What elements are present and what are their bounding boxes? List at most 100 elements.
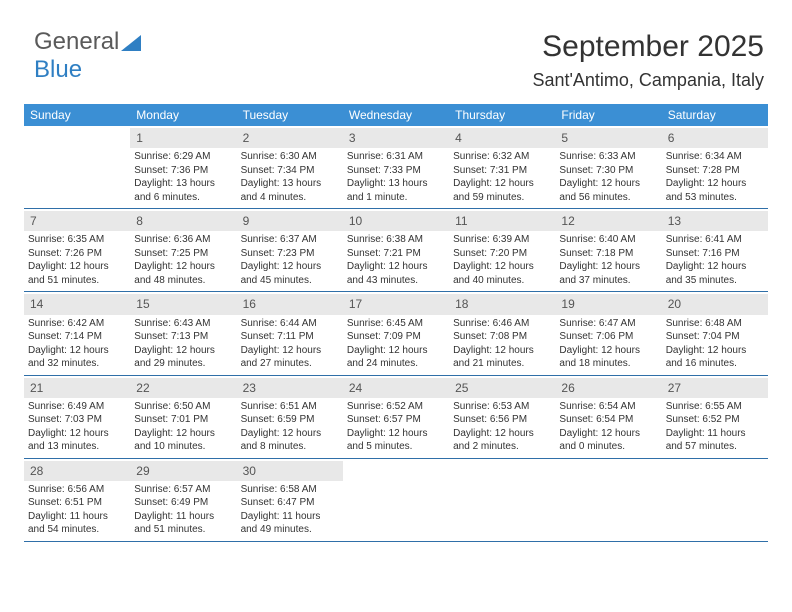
day-details: Sunrise: 6:50 AMSunset: 7:01 PMDaylight:… bbox=[134, 400, 232, 454]
day-cell: 23Sunrise: 6:51 AMSunset: 6:59 PMDayligh… bbox=[237, 376, 343, 458]
day-number: 7 bbox=[24, 211, 130, 231]
day-details: Sunrise: 6:49 AMSunset: 7:03 PMDaylight:… bbox=[28, 400, 126, 454]
day-number: 15 bbox=[130, 294, 236, 314]
day-cell: 8Sunrise: 6:36 AMSunset: 7:25 PMDaylight… bbox=[130, 209, 236, 291]
day-details: Sunrise: 6:37 AMSunset: 7:23 PMDaylight:… bbox=[241, 233, 339, 287]
logo-triangle-icon bbox=[121, 35, 141, 51]
day-details: Sunrise: 6:45 AMSunset: 7:09 PMDaylight:… bbox=[347, 317, 445, 371]
day-cell: 4Sunrise: 6:32 AMSunset: 7:31 PMDaylight… bbox=[449, 126, 555, 208]
day-details: Sunrise: 6:46 AMSunset: 7:08 PMDaylight:… bbox=[453, 317, 551, 371]
day-details: Sunrise: 6:52 AMSunset: 6:57 PMDaylight:… bbox=[347, 400, 445, 454]
day-number: 11 bbox=[449, 211, 555, 231]
day-cell: 26Sunrise: 6:54 AMSunset: 6:54 PMDayligh… bbox=[555, 376, 661, 458]
day-details: Sunrise: 6:56 AMSunset: 6:51 PMDaylight:… bbox=[28, 483, 126, 537]
day-number: 27 bbox=[662, 378, 768, 398]
day-number: 4 bbox=[449, 128, 555, 148]
day-cell bbox=[343, 459, 449, 541]
day-cell: 28Sunrise: 6:56 AMSunset: 6:51 PMDayligh… bbox=[24, 459, 130, 541]
day-cell bbox=[555, 459, 661, 541]
day-details: Sunrise: 6:39 AMSunset: 7:20 PMDaylight:… bbox=[453, 233, 551, 287]
header: September 2025 Sant'Antimo, Campania, It… bbox=[532, 30, 764, 91]
week-row: 7Sunrise: 6:35 AMSunset: 7:26 PMDaylight… bbox=[24, 209, 768, 292]
day-cell: 13Sunrise: 6:41 AMSunset: 7:16 PMDayligh… bbox=[662, 209, 768, 291]
day-details: Sunrise: 6:34 AMSunset: 7:28 PMDaylight:… bbox=[666, 150, 764, 204]
day-details: Sunrise: 6:43 AMSunset: 7:13 PMDaylight:… bbox=[134, 317, 232, 371]
weeks-container: 1Sunrise: 6:29 AMSunset: 7:36 PMDaylight… bbox=[24, 126, 768, 542]
day-cell: 17 Sunrise: 6:45 AMSunset: 7:09 PMDayligh… bbox=[343, 292, 449, 374]
day-cell: 29Sunrise: 6:57 AMSunset: 6:49 PMDayligh… bbox=[130, 459, 236, 541]
day-cell: 24Sunrise: 6:52 AMSunset: 6:57 PMDayligh… bbox=[343, 376, 449, 458]
day-number: 22 bbox=[130, 378, 236, 398]
day-cell: 14Sunrise: 6:42 AMSunset: 7:14 PMDayligh… bbox=[24, 292, 130, 374]
day-cell: 21Sunrise: 6:49 AMSunset: 7:03 PMDayligh… bbox=[24, 376, 130, 458]
day-header-thursday: Thursday bbox=[449, 104, 555, 126]
day-details: Sunrise: 6:41 AMSunset: 7:16 PMDaylight:… bbox=[666, 233, 764, 287]
day-details: Sunrise: 6:30 AMSunset: 7:34 PMDaylight:… bbox=[241, 150, 339, 204]
day-number-empty bbox=[662, 461, 768, 481]
day-details: Sunrise: 6:54 AMSunset: 6:54 PMDaylight:… bbox=[559, 400, 657, 454]
day-number: 19 bbox=[555, 294, 661, 314]
day-details: Sunrise: 6:48 AMSunset: 7:04 PMDaylight:… bbox=[666, 317, 764, 371]
day-header-sunday: Sunday bbox=[24, 104, 130, 126]
day-header-tuesday: Tuesday bbox=[237, 104, 343, 126]
day-cell: 2Sunrise: 6:30 AMSunset: 7:34 PMDaylight… bbox=[237, 126, 343, 208]
day-details: Sunrise: 6:35 AMSunset: 7:26 PMDaylight:… bbox=[28, 233, 126, 287]
day-number: 8 bbox=[130, 211, 236, 231]
day-cell: 1Sunrise: 6:29 AMSunset: 7:36 PMDaylight… bbox=[130, 126, 236, 208]
logo-text-general: General bbox=[34, 28, 119, 55]
week-row: 28Sunrise: 6:56 AMSunset: 6:51 PMDayligh… bbox=[24, 459, 768, 542]
day-number: 23 bbox=[237, 378, 343, 398]
calendar: SundayMondayTuesdayWednesdayThursdayFrid… bbox=[24, 104, 768, 542]
day-number: 18 bbox=[449, 294, 555, 314]
day-details: Sunrise: 6:47 AMSunset: 7:06 PMDaylight:… bbox=[559, 317, 657, 371]
day-details: Sunrise: 6:36 AMSunset: 7:25 PMDaylight:… bbox=[134, 233, 232, 287]
day-number: 5 bbox=[555, 128, 661, 148]
day-number-empty bbox=[24, 128, 130, 148]
day-number: 21 bbox=[24, 378, 130, 398]
day-number: 17 bbox=[343, 294, 449, 314]
day-number: 6 bbox=[662, 128, 768, 148]
logo-text-blue: Blue bbox=[34, 56, 82, 83]
day-number: 12 bbox=[555, 211, 661, 231]
day-cell bbox=[449, 459, 555, 541]
day-cell: 3Sunrise: 6:31 AMSunset: 7:33 PMDaylight… bbox=[343, 126, 449, 208]
day-number: 30 bbox=[237, 461, 343, 481]
day-number: 3 bbox=[343, 128, 449, 148]
day-number: 24 bbox=[343, 378, 449, 398]
logo: General Blue bbox=[34, 28, 141, 84]
day-number: 13 bbox=[662, 211, 768, 231]
day-number-empty bbox=[343, 461, 449, 481]
day-header-saturday: Saturday bbox=[662, 104, 768, 126]
day-header-monday: Monday bbox=[130, 104, 236, 126]
week-row: 1Sunrise: 6:29 AMSunset: 7:36 PMDaylight… bbox=[24, 126, 768, 209]
day-cell: 18 Sunrise: 6:46 AMSunset: 7:08 PMDayligh… bbox=[449, 292, 555, 374]
day-number: 20 bbox=[662, 294, 768, 314]
day-cell: 10Sunrise: 6:38 AMSunset: 7:21 PMDayligh… bbox=[343, 209, 449, 291]
day-number: 25 bbox=[449, 378, 555, 398]
day-header-wednesday: Wednesday bbox=[343, 104, 449, 126]
day-cell: 30Sunrise: 6:58 AMSunset: 6:47 PMDayligh… bbox=[237, 459, 343, 541]
day-number: 10 bbox=[343, 211, 449, 231]
day-number: 1 bbox=[130, 128, 236, 148]
day-cell bbox=[662, 459, 768, 541]
day-header-friday: Friday bbox=[555, 104, 661, 126]
day-cell: 22Sunrise: 6:50 AMSunset: 7:01 PMDayligh… bbox=[130, 376, 236, 458]
day-cell: 12Sunrise: 6:40 AMSunset: 7:18 PMDayligh… bbox=[555, 209, 661, 291]
day-details: Sunrise: 6:57 AMSunset: 6:49 PMDaylight:… bbox=[134, 483, 232, 537]
day-details: Sunrise: 6:32 AMSunset: 7:31 PMDaylight:… bbox=[453, 150, 551, 204]
day-cell: 7Sunrise: 6:35 AMSunset: 7:26 PMDaylight… bbox=[24, 209, 130, 291]
day-details: Sunrise: 6:33 AMSunset: 7:30 PMDaylight:… bbox=[559, 150, 657, 204]
month-title: September 2025 bbox=[532, 30, 764, 64]
day-number-empty bbox=[449, 461, 555, 481]
location: Sant'Antimo, Campania, Italy bbox=[532, 70, 764, 91]
day-number: 9 bbox=[237, 211, 343, 231]
day-details: Sunrise: 6:58 AMSunset: 6:47 PMDaylight:… bbox=[241, 483, 339, 537]
day-cell: 19 Sunrise: 6:47 AMSunset: 7:06 PMDayligh… bbox=[555, 292, 661, 374]
day-details: Sunrise: 6:38 AMSunset: 7:21 PMDaylight:… bbox=[347, 233, 445, 287]
day-details: Sunrise: 6:42 AMSunset: 7:14 PMDaylight:… bbox=[28, 317, 126, 371]
day-details: Sunrise: 6:51 AMSunset: 6:59 PMDaylight:… bbox=[241, 400, 339, 454]
day-details: Sunrise: 6:40 AMSunset: 7:18 PMDaylight:… bbox=[559, 233, 657, 287]
day-cell: 15 Sunrise: 6:43 AMSunset: 7:13 PMDayligh… bbox=[130, 292, 236, 374]
day-number: 26 bbox=[555, 378, 661, 398]
week-row: 14Sunrise: 6:42 AMSunset: 7:14 PMDayligh… bbox=[24, 292, 768, 375]
